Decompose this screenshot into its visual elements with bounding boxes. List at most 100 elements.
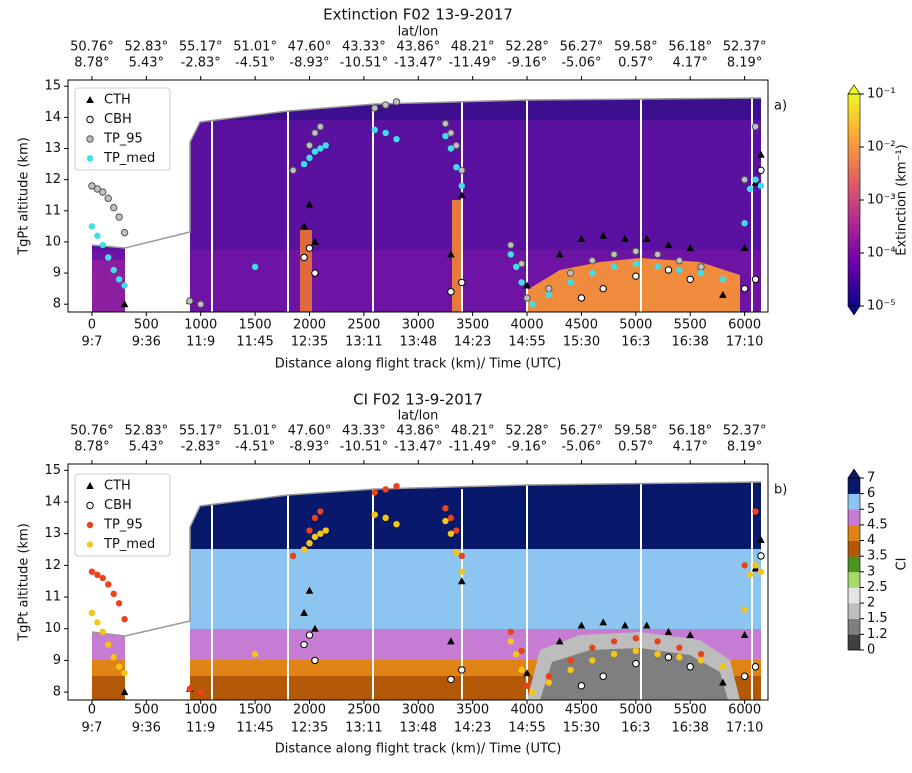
tp-marker <box>311 148 319 155</box>
tp-marker <box>186 297 194 305</box>
lat-label: 52.83° <box>124 40 168 55</box>
x-tick-label: 3500 <box>456 703 489 718</box>
tp-marker <box>382 129 389 137</box>
cbh-marker <box>305 244 314 252</box>
lat-label: 43.33° <box>342 40 386 55</box>
tp-marker <box>442 505 449 512</box>
tp-marker <box>115 600 123 607</box>
x-tick-label: 2000 <box>293 318 326 333</box>
cth-marker <box>447 250 455 258</box>
lat-label: 56.18° <box>668 40 712 55</box>
x-time-label: 16:38 <box>671 721 708 736</box>
cth-marker <box>523 281 531 289</box>
tp-marker <box>371 489 378 496</box>
y-tick-label: 12 <box>44 558 61 573</box>
tp-marker <box>719 663 727 670</box>
colorbar-tick-label: 1.2 <box>867 627 888 642</box>
colorbar-tick-label: 4.5 <box>867 517 888 532</box>
lon-label: -13.47° <box>394 56 442 71</box>
x-time-label: 11:9 <box>186 721 215 736</box>
legend-label: CBH <box>104 498 132 513</box>
y-tick-label: 8 <box>53 685 61 700</box>
cbh-marker <box>311 269 319 277</box>
x-time-label: 9:7 <box>81 335 102 350</box>
tp-marker <box>654 650 661 658</box>
y-tick-label: 13 <box>44 141 61 156</box>
tp-marker <box>507 241 515 249</box>
x-tick-label: 4500 <box>565 703 598 718</box>
tp-marker <box>751 123 760 131</box>
tp-marker <box>99 628 107 636</box>
cbh-marker <box>740 284 749 293</box>
x-tick-label: 4000 <box>511 703 544 718</box>
tp-marker <box>392 98 401 106</box>
lon-label: 4.17° <box>672 440 707 455</box>
legend-marker <box>86 482 94 489</box>
tp-marker <box>589 644 596 651</box>
x-tick-label: 2500 <box>347 318 380 333</box>
tp-marker <box>567 657 574 664</box>
cth-marker <box>621 621 629 629</box>
legend-label: CBH <box>104 112 132 127</box>
lat-label: 48.21° <box>451 424 495 439</box>
tp-marker <box>300 546 308 553</box>
cbh-marker <box>577 682 586 690</box>
lat-label: 51.01° <box>233 424 277 439</box>
x-time-label: 17:10 <box>726 335 763 350</box>
cbh-marker <box>300 640 308 649</box>
colorbar-extend <box>847 84 861 95</box>
tp-marker <box>393 482 400 490</box>
tp-marker <box>393 135 400 143</box>
tp-marker <box>697 650 705 658</box>
tp-marker <box>632 635 640 642</box>
tp-marker <box>654 263 661 271</box>
lat-label: 56.18° <box>668 424 712 439</box>
x-time-label: 13:48 <box>400 721 437 736</box>
lat-label: 52.83° <box>124 424 168 439</box>
colorbar-tick-label: 10⁻² <box>867 140 896 155</box>
tp-marker <box>654 638 661 645</box>
x-tick-label: 3000 <box>402 318 435 333</box>
colorbar-tick-label: 10⁻⁴ <box>867 246 896 261</box>
tp-marker <box>121 282 128 289</box>
legend-box <box>74 87 171 171</box>
tp-marker <box>567 279 574 286</box>
cbh-marker <box>664 266 673 274</box>
cth-marker <box>686 631 695 639</box>
tp-marker <box>120 228 129 237</box>
lat-label: 50.76° <box>70 424 114 439</box>
colorbar-tick-label: 10⁻³ <box>867 193 896 208</box>
cbh-marker <box>305 631 314 639</box>
tp-marker <box>311 514 319 522</box>
lon-label: -10.51° <box>340 56 388 71</box>
tp-marker <box>746 571 754 579</box>
x-tick-label: 1500 <box>239 318 272 333</box>
colorbar-bin <box>848 571 860 588</box>
cbh-marker <box>751 663 760 671</box>
tp-marker <box>523 682 531 689</box>
tp-marker <box>675 256 684 265</box>
lat-label: 52.37° <box>723 40 767 55</box>
cbh-marker <box>664 653 673 661</box>
tp-marker <box>453 527 460 534</box>
cth-marker <box>642 621 651 629</box>
tp-marker <box>632 260 640 267</box>
colorbar-tick-label: 6 <box>867 486 875 501</box>
cbh-marker <box>751 275 760 284</box>
tp-marker <box>371 104 379 112</box>
tp-marker <box>110 266 117 274</box>
x-tick-label: 500 <box>134 318 159 333</box>
lon-label: 8.78° <box>74 440 109 455</box>
cth-marker <box>311 624 319 632</box>
x-tick-label: 0 <box>88 703 96 718</box>
cbh-marker <box>686 663 694 671</box>
tp-marker <box>251 650 259 658</box>
x-time-label: 12:35 <box>291 335 328 350</box>
cbh-marker <box>686 275 694 284</box>
cth-marker <box>447 637 455 645</box>
colorbar-bin <box>848 540 860 557</box>
x-time-label: 11:45 <box>236 335 273 350</box>
tp-marker <box>94 232 101 239</box>
x-time-label: 9:36 <box>132 721 161 736</box>
lon-label: 8.19° <box>727 56 762 71</box>
